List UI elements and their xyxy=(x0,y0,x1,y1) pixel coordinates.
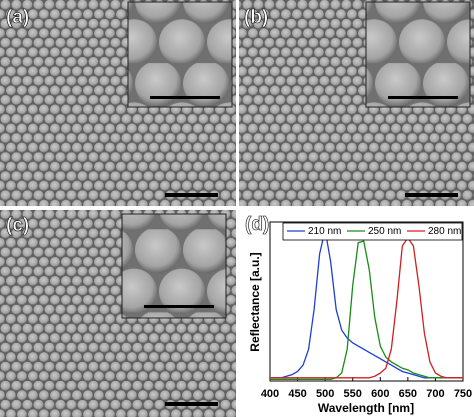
y-axis-label: Reflectance [a.u.] xyxy=(248,252,262,351)
x-tick-label: 700 xyxy=(426,388,444,400)
x-tick-label: 450 xyxy=(288,388,306,400)
panel-label: (b) xyxy=(244,7,268,28)
legend-label: 250 nm xyxy=(368,226,401,237)
scale-bar xyxy=(165,193,218,197)
legend-box xyxy=(282,222,463,241)
sem-inset xyxy=(121,213,227,319)
panel-label: (c) xyxy=(6,215,29,236)
x-tick-label: 600 xyxy=(371,388,389,400)
line-series xyxy=(270,240,463,381)
scale-bar xyxy=(405,193,458,197)
x-tick-label: 650 xyxy=(399,388,417,400)
scale-bar xyxy=(388,96,458,99)
x-tick-label: 500 xyxy=(316,388,334,400)
legend-label: 280 nm xyxy=(428,226,461,237)
line-series xyxy=(270,236,463,379)
sem-inset xyxy=(127,1,233,108)
x-tick-label: 750 xyxy=(454,388,472,400)
panel-label: (d) xyxy=(245,214,269,235)
sem-inset xyxy=(365,1,471,108)
legend-label: 210 nm xyxy=(308,226,341,237)
scale-bar xyxy=(144,305,214,308)
x-tick-label: 550 xyxy=(344,388,362,400)
x-axis-label: Wavelength [nm] xyxy=(318,401,414,415)
x-tick-label: 400 xyxy=(261,388,279,400)
panel-label: (a) xyxy=(6,7,29,28)
scale-bar xyxy=(150,96,220,99)
scale-bar xyxy=(165,402,218,406)
plot-frame xyxy=(269,221,464,382)
